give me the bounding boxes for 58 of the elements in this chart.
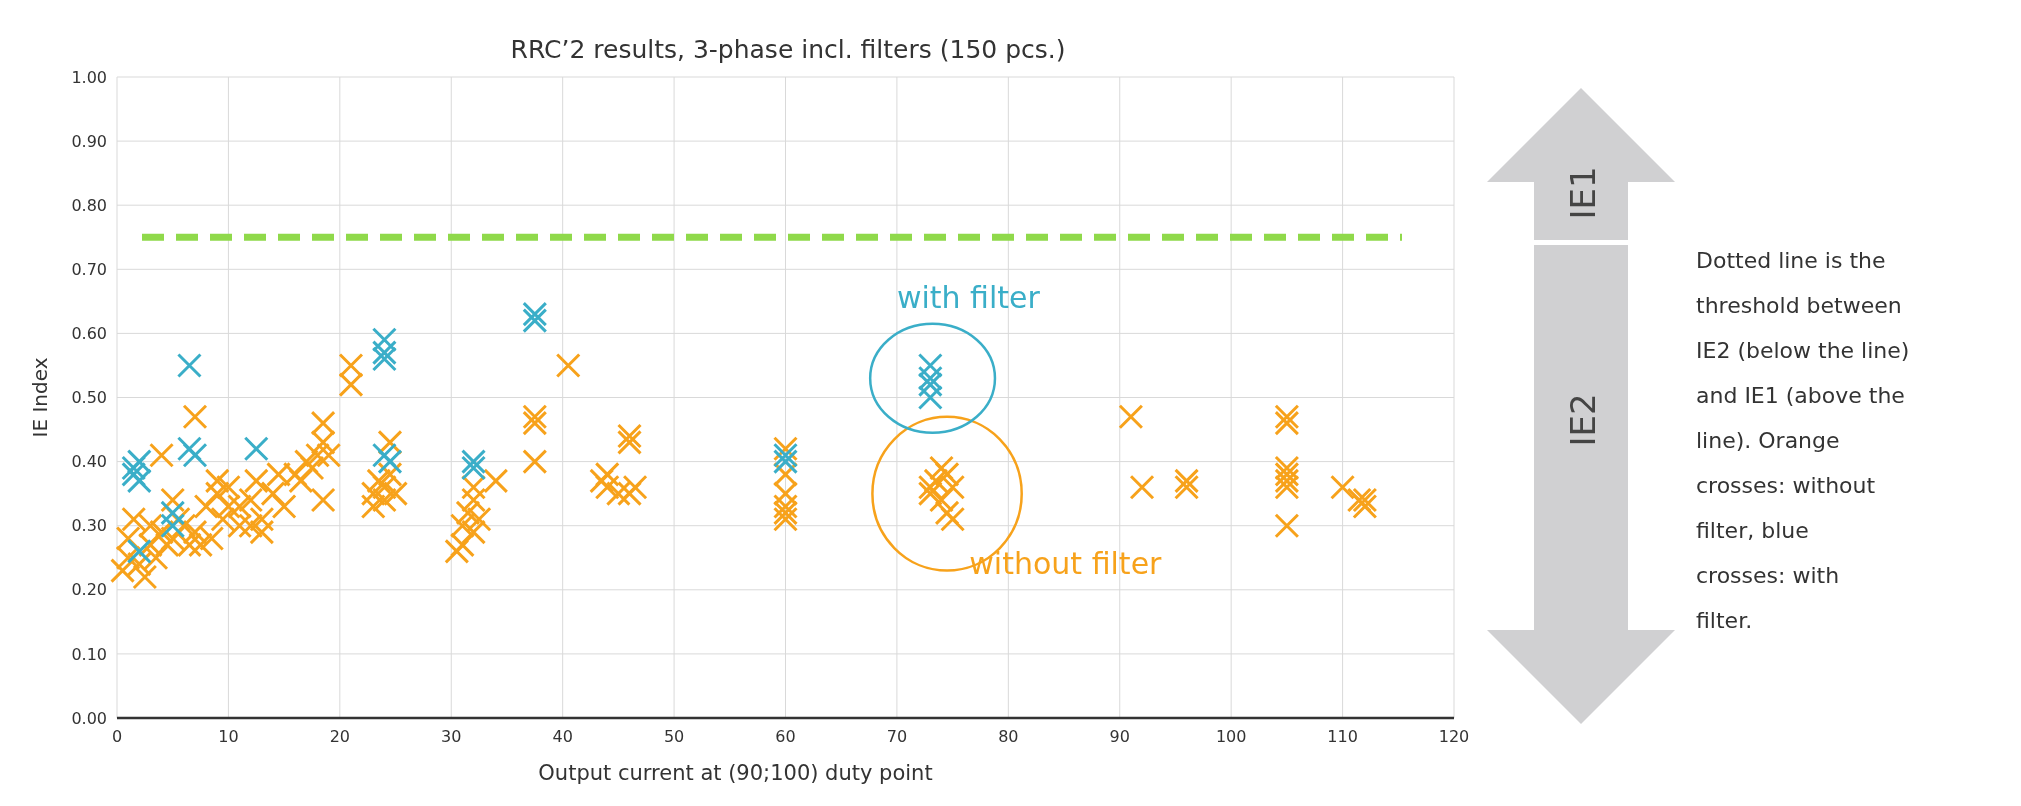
point <box>243 436 269 462</box>
y-axis-title: IE Index <box>28 357 52 438</box>
point <box>522 308 548 334</box>
point <box>160 500 186 526</box>
x-tick-label: 50 <box>663 727 685 746</box>
y-tick-label: 0.40 <box>71 452 107 472</box>
point <box>917 352 943 378</box>
point <box>126 468 152 494</box>
text: Dotted line is the threshold between IE2 (below the line) and IE1 (above the line). Orange crosses: without filter, blue crosses: with filter. <box>1696 248 1910 633</box>
x-tick-label: 30 <box>441 727 462 746</box>
y-tick-label: 1.00 <box>71 67 107 87</box>
point <box>160 513 186 539</box>
x-tick-label: 20 <box>329 727 351 746</box>
point <box>461 449 487 475</box>
point <box>176 352 202 378</box>
point <box>522 301 548 327</box>
text: IE1 <box>1563 166 1603 220</box>
chart-title: RRC’2 results, 3-phase incl. filters (150 pcs.) <box>510 35 1066 64</box>
y-tick-label: 0.90 <box>71 131 107 151</box>
point <box>121 461 147 487</box>
point <box>182 442 208 468</box>
point <box>917 365 943 391</box>
y-tick-label: 0.70 <box>71 259 107 279</box>
point <box>773 449 798 475</box>
point <box>121 455 147 481</box>
point <box>176 436 202 462</box>
point <box>917 372 943 398</box>
y-tick-label: 0.20 <box>71 580 107 600</box>
series-label: without filter <box>969 545 1163 581</box>
x-tick-label: 120 <box>1438 727 1470 746</box>
y-tick-label: 0.80 <box>71 195 107 215</box>
series-label: with filter <box>896 279 1041 315</box>
x-tick-label: 10 <box>218 727 239 746</box>
x-tick-label: 90 <box>1109 727 1130 746</box>
point <box>371 346 397 372</box>
x-tick-label: 40 <box>552 727 573 746</box>
point <box>371 340 397 366</box>
x-tick-label: 80 <box>998 727 1019 746</box>
x-axis-title: Output current at (90;100) duty point <box>538 761 933 785</box>
point <box>461 455 487 481</box>
y-tick-label: 0.30 <box>71 516 107 536</box>
point <box>917 385 943 410</box>
x-tick-label: 60 <box>775 727 796 746</box>
point <box>371 327 397 353</box>
y-tick-label: 0.00 <box>71 708 107 728</box>
point <box>126 449 152 475</box>
x-tick-label: 110 <box>1327 727 1358 746</box>
x-tick-label: 70 <box>886 727 908 746</box>
text: IE2 <box>1563 393 1603 447</box>
point <box>126 538 152 564</box>
y-tick-label: 0.10 <box>71 644 107 664</box>
point <box>371 442 397 468</box>
y-tick-label: 0.60 <box>71 324 107 343</box>
x-tick-label: 100 <box>1215 727 1247 746</box>
y-tick-label: 0.50 <box>71 388 107 408</box>
point <box>773 442 798 468</box>
x-tick-label: 0 <box>111 727 123 746</box>
point <box>377 449 403 475</box>
